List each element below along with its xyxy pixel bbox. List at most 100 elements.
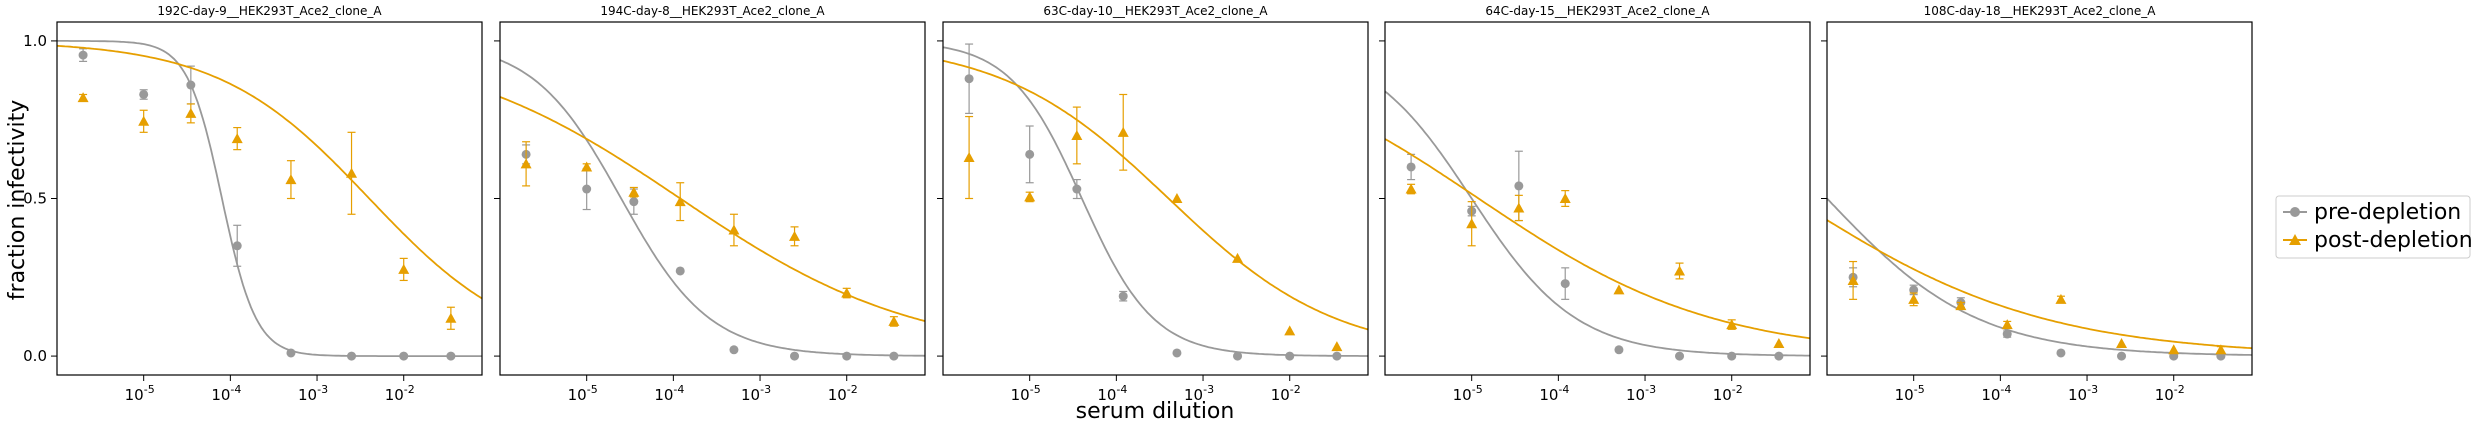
panel-frame	[499, 21, 926, 376]
post-data-point	[1466, 218, 1478, 229]
post-data-point	[77, 92, 89, 103]
post-data-point	[2215, 344, 2227, 355]
legend-frame	[2275, 195, 2471, 259]
post-fit-curve	[1827, 219, 2252, 350]
post-fit-curve	[1385, 138, 1810, 340]
pre-data-point	[139, 89, 149, 99]
post-data-point	[1908, 293, 1920, 304]
pre-data-point	[347, 351, 357, 361]
post-data-point	[1513, 202, 1525, 213]
y-axis-label: fraction infectivity	[5, 100, 30, 300]
pre-data-point	[1675, 351, 1685, 361]
post-data-point	[789, 230, 801, 241]
pre-data-point	[1332, 351, 1342, 361]
x-tick-label: 10-2	[2155, 383, 2185, 404]
x-axis-label: serum dilution	[1076, 399, 1235, 424]
post-data-point	[285, 174, 297, 185]
pre-data-point	[1172, 348, 1182, 358]
panel-frame	[1384, 21, 1811, 376]
pre-data-point	[232, 241, 242, 251]
pre-fit-curve	[500, 59, 925, 357]
pre-fit-curve	[1827, 197, 2252, 356]
post-data-point	[398, 263, 410, 274]
pre-data-point	[729, 345, 739, 355]
y-tick-label: 1.0	[23, 32, 47, 50]
post-data-point	[185, 107, 197, 118]
post-data-point	[1405, 183, 1417, 194]
x-tick-label: 10-2	[828, 383, 858, 404]
panel-title: 108C-day-18__HEK293T_Ace2_clone_A	[1924, 4, 2157, 18]
y-tick-label: 0.5	[23, 190, 47, 208]
post-data-point	[138, 115, 150, 126]
post-data-point	[628, 186, 640, 197]
post-data-point	[841, 287, 853, 298]
pre-data-point	[1614, 345, 1624, 355]
x-tick-label: 10-2	[1713, 383, 1743, 404]
panel-title: 63C-day-10__HEK293T_Ace2_clone_A	[1043, 4, 1268, 18]
pre-data-point	[1560, 279, 1570, 289]
panel-1: 192C-day-9__HEK293T_Ace2_clone_A 0.0 0.5 1.…	[23, 4, 483, 404]
pre-fit-curve	[1385, 90, 1810, 357]
panel-4: 64C-day-15__HEK293T_Ace2_clone_A 10-5 10-4…	[1379, 4, 1811, 404]
post-data-point	[1071, 129, 1083, 140]
x-tick-label: 10-5	[125, 383, 155, 404]
post-data-point	[1674, 265, 1686, 276]
post-data-point	[888, 315, 900, 326]
x-tick-label: 10-3	[298, 383, 328, 404]
post-data-point	[674, 196, 686, 207]
post-data-point	[346, 167, 358, 178]
pre-data-point	[1118, 291, 1128, 301]
post-data-point	[2001, 319, 2013, 330]
pre-data-point	[2117, 351, 2127, 361]
post-data-point	[1773, 337, 1785, 348]
pre-data-point	[582, 184, 592, 194]
pre-data-point	[186, 80, 196, 90]
panel-frame	[1826, 21, 2253, 376]
plot-area	[943, 43, 1368, 361]
pre-data-point	[1406, 162, 1416, 172]
post-data-point	[1024, 191, 1036, 202]
panel-3: 63C-day-10__HEK293T_Ace2_clone_A 10-5 10-4…	[937, 4, 1369, 404]
x-tick-label: 10-5	[1011, 383, 1041, 404]
x-tick-label: 10-3	[1626, 383, 1656, 404]
pre-data-point	[78, 50, 88, 60]
pre-data-point	[1285, 351, 1295, 361]
pre-data-point	[675, 266, 685, 276]
post-fit-curve	[943, 59, 1368, 331]
pre-data-point	[2002, 329, 2012, 339]
post-data-point	[1955, 300, 1967, 311]
x-tick-label: 10-2	[1271, 383, 1301, 404]
x-tick-label: 10-4	[1981, 383, 2011, 404]
pre-data-point	[1514, 181, 1524, 191]
pre-data-point	[1727, 351, 1737, 361]
pre-fit-curve	[57, 40, 482, 357]
x-tick-label: 10-4	[1097, 383, 1127, 404]
x-tick-label: 10-4	[654, 383, 684, 404]
pre-data-point	[629, 197, 639, 207]
panel-frame	[56, 21, 483, 376]
pre-data-point	[399, 351, 409, 361]
panel-title: 192C-day-9__HEK293T_Ace2_clone_A	[157, 4, 382, 18]
pre-data-point	[1072, 184, 1082, 194]
post-data-point	[728, 224, 740, 235]
pre-data-point	[889, 351, 899, 361]
panel-frame	[942, 21, 1369, 376]
post-fit-curve	[500, 96, 925, 322]
pre-data-point	[1025, 149, 1035, 159]
post-data-point	[1331, 341, 1343, 352]
x-tick-label: 10-3	[2068, 383, 2098, 404]
x-tick-label: 10-4	[1539, 383, 1569, 404]
plot-area	[1827, 197, 2252, 361]
x-tick-label: 10-2	[385, 383, 415, 404]
post-data-point	[520, 158, 532, 169]
post-data-point	[1559, 193, 1571, 203]
post-data-point	[2055, 293, 2067, 304]
pre-data-point	[964, 74, 974, 84]
post-data-point	[963, 152, 975, 163]
pre-data-point	[1774, 351, 1784, 361]
plot-area	[57, 40, 482, 361]
pre-data-point	[1909, 285, 1919, 295]
panel-title: 194C-day-8__HEK293T_Ace2_clone_A	[600, 4, 825, 18]
post-data-point	[1117, 126, 1129, 137]
